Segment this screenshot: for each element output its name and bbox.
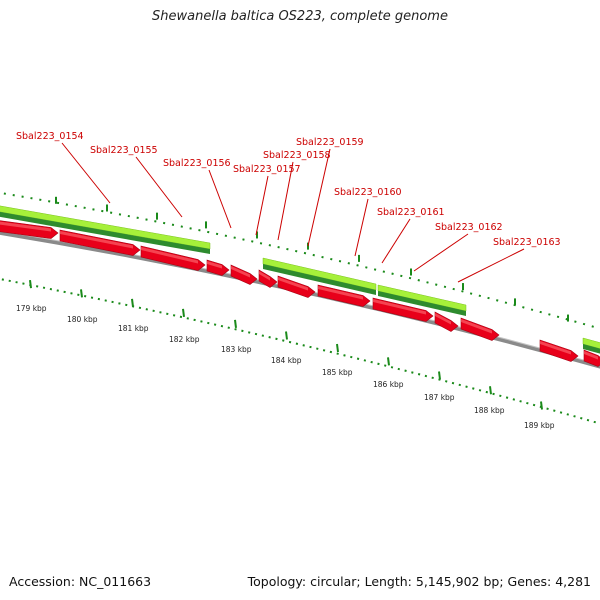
scale-kbp-label: 182 kbp xyxy=(169,335,200,344)
scale-major-tick xyxy=(387,357,390,366)
backbone-line xyxy=(0,230,600,369)
scale-kbp-label: 189 kbp xyxy=(524,421,555,430)
map-title: Shewanella baltica OS223, complete genom… xyxy=(152,9,448,24)
gene-label[interactable]: Sbal223_0157 xyxy=(233,164,301,175)
dark-green-feature-band xyxy=(378,291,466,316)
gene-leader-line xyxy=(255,175,269,236)
scale-major-tick xyxy=(540,401,543,410)
dark-green-feature-band xyxy=(583,344,600,354)
gene-leader-line xyxy=(413,233,469,272)
gene-leader-line xyxy=(354,198,369,257)
gene-label[interactable]: Sbal223_0163 xyxy=(493,237,561,248)
gene-arrow-shine xyxy=(0,221,51,232)
gene-arrow-shine xyxy=(540,341,571,355)
scale-kbp-label: 179 kbp xyxy=(16,304,47,313)
scale-kbp-label: 184 kbp xyxy=(271,356,302,365)
dark-green-feature-band xyxy=(263,264,376,295)
scale-major-tick xyxy=(489,386,492,395)
gene-labels: Sbal223_0154Sbal223_0155Sbal223_0156Sbal… xyxy=(16,131,561,283)
gene-label[interactable]: Sbal223_0154 xyxy=(16,131,84,142)
gene-label[interactable]: Sbal223_0160 xyxy=(334,187,402,198)
gene-label[interactable]: Sbal223_0158 xyxy=(263,150,331,161)
scale-kbp-label: 187 kbp xyxy=(424,393,455,402)
gene-arrow-shine xyxy=(373,299,426,315)
gene-leader-line xyxy=(277,161,294,241)
dark-green-feature-band xyxy=(0,211,210,254)
gene-arrow-shine xyxy=(278,277,308,291)
gene-leader-line xyxy=(457,248,525,283)
gene-arrow-shine xyxy=(584,351,598,360)
gene-label[interactable]: Sbal223_0155 xyxy=(90,145,158,156)
topology-text: Topology: circular; Length: 5,145,902 bp… xyxy=(247,574,591,589)
gene-leader-line xyxy=(208,169,232,229)
genome-backbone xyxy=(0,230,600,369)
gene-label[interactable]: Sbal223_0156 xyxy=(163,158,231,169)
gene-leader-line xyxy=(381,218,411,264)
accession-text: Accession: NC_011663 xyxy=(9,574,152,589)
feature-track xyxy=(0,205,600,367)
scale-major-tick xyxy=(80,289,83,298)
scale-kbp-label: 186 kbp xyxy=(373,380,404,389)
scale-major-tick xyxy=(336,343,339,353)
gene-leader-line xyxy=(307,148,331,247)
scale-major-tick xyxy=(131,298,134,307)
gene-arrow-shine xyxy=(231,266,250,278)
scale-dotted-arc xyxy=(0,277,600,425)
gene-arrow-shine xyxy=(461,319,492,334)
scale-major-tick xyxy=(234,319,237,329)
scale-kbp-label: 188 kbp xyxy=(474,406,505,415)
gene-label[interactable]: Sbal223_0159 xyxy=(296,137,364,148)
gene-leader-line xyxy=(61,142,111,204)
gene-label[interactable]: Sbal223_0161 xyxy=(377,207,445,218)
gene-arrow-shine xyxy=(60,231,133,249)
gene-arrow-shine xyxy=(318,286,363,300)
gene-arrow-shine xyxy=(141,247,198,264)
scale-ruler: 179 kbp 180 kbp 181 kbp 182 kbp 183 kbp 184 k… xyxy=(0,191,600,430)
scale-kbp-label: 185 kbp xyxy=(322,368,353,377)
gene-leader-line xyxy=(135,156,183,218)
scale-major-tick xyxy=(29,280,32,289)
gene-arrow-shine xyxy=(259,271,270,281)
green-feature-band xyxy=(582,337,600,349)
scale-kbp-label: 180 kbp xyxy=(67,315,98,324)
scale-major-tick xyxy=(182,308,185,318)
scale-kbp-label: 181 kbp xyxy=(118,324,149,333)
scale-major-tick xyxy=(285,331,288,340)
gene-label[interactable]: Sbal223_0162 xyxy=(435,222,503,233)
gene-arrow-shine xyxy=(207,261,222,269)
scale-kbp-label: 183 kbp xyxy=(221,345,252,354)
outer-dotted-arc xyxy=(0,191,600,330)
scale-major-tick xyxy=(438,371,441,380)
gene-arrow-shine xyxy=(435,313,451,325)
